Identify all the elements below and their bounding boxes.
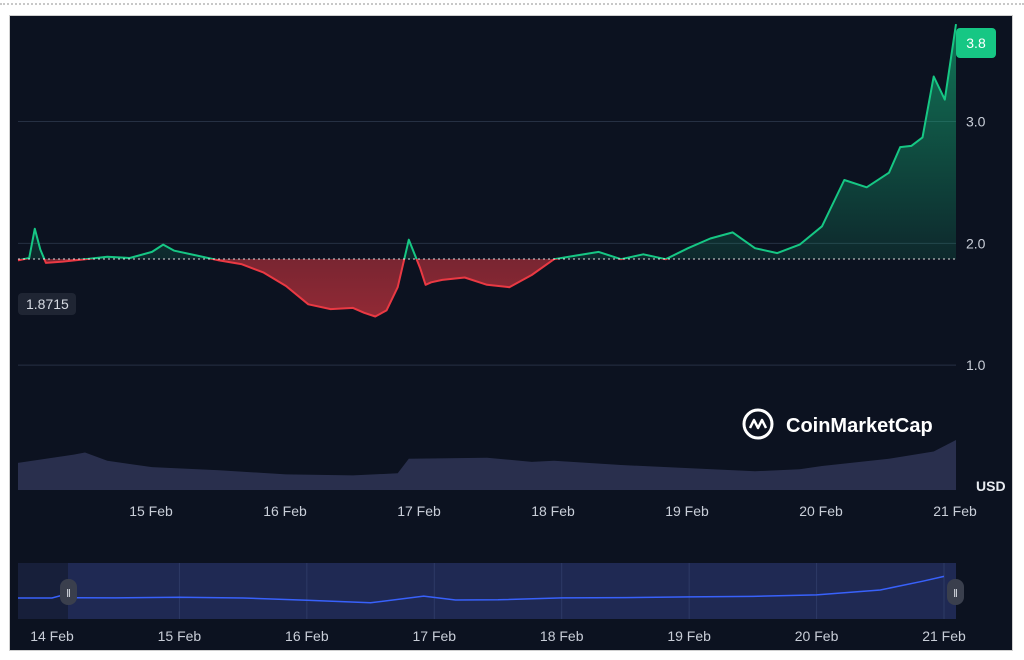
navigator-tick-label: 21 Feb xyxy=(922,628,966,644)
volume-area xyxy=(18,440,956,490)
navigator-left-handle[interactable]: ‖ xyxy=(60,579,77,605)
navigator-tick-label: 14 Feb xyxy=(30,628,74,644)
currency-label: USD xyxy=(976,478,1006,494)
watermark-text: CoinMarketCap xyxy=(786,415,933,437)
price-area-up xyxy=(18,24,956,260)
coinmarketcap-watermark: CoinMarketCap xyxy=(742,408,933,440)
navigator-tick-label: 18 Feb xyxy=(540,628,584,644)
pause-handle-icon: ‖ xyxy=(953,588,958,600)
navigator-line xyxy=(18,575,945,604)
navigator-tick-label: 19 Feb xyxy=(667,628,711,644)
price-line-up xyxy=(19,23,957,260)
x-axis: 15 Feb 16 Feb 17 Feb 18 Feb 19 Feb 20 Feb 21 F… xyxy=(129,503,977,519)
coinmarketcap-logo-icon xyxy=(742,408,774,440)
x-tick-label: 19 Feb xyxy=(665,503,709,519)
current-price-badge: 3.8 xyxy=(956,28,996,58)
reference-value: 1.8715 xyxy=(26,296,69,312)
x-tick-label: 16 Feb xyxy=(263,503,307,519)
price-line xyxy=(17,23,957,318)
y-axis: 1.0 2.0 3.0 xyxy=(966,114,986,374)
x-tick-label: 15 Feb xyxy=(129,503,173,519)
x-tick-label: 21 Feb xyxy=(933,503,977,519)
current-price-value: 3.8 xyxy=(966,35,986,51)
navigator-tick-label: 20 Feb xyxy=(795,628,839,644)
navigator-selection[interactable] xyxy=(68,563,956,619)
navigator-tick-label: 17 Feb xyxy=(412,628,456,644)
price-area xyxy=(18,24,956,317)
price-line-down xyxy=(17,259,669,318)
navigator-tick-label: 16 Feb xyxy=(285,628,329,644)
reference-label: 1.8715 xyxy=(18,293,76,315)
y-tick-label: 3.0 xyxy=(966,114,986,130)
navigator-right-handle[interactable]: ‖ xyxy=(947,579,964,605)
navigator[interactable]: ‖ ‖ xyxy=(18,563,964,619)
price-area-down xyxy=(18,259,667,317)
x-tick-label: 20 Feb xyxy=(799,503,843,519)
navigator-x-axis: 14 Feb 15 Feb 16 Feb 17 Feb 18 Feb 19 Feb 20 F… xyxy=(30,628,966,644)
navigator-tick-label: 15 Feb xyxy=(158,628,202,644)
top-divider xyxy=(0,3,1024,5)
y-tick-label: 1.0 xyxy=(966,357,986,373)
y-tick-label: 2.0 xyxy=(966,235,986,251)
pause-handle-icon: ‖ xyxy=(66,588,71,600)
chart-background xyxy=(9,15,1013,651)
x-tick-label: 18 Feb xyxy=(531,503,575,519)
volume-fill xyxy=(18,440,956,490)
x-tick-label: 17 Feb xyxy=(397,503,441,519)
